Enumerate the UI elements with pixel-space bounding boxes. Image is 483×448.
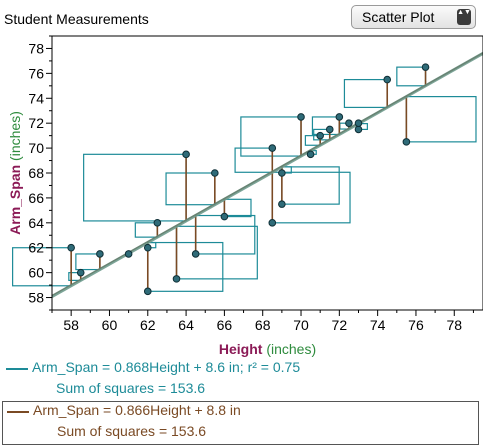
data-point [354,125,363,134]
data-point [325,125,334,134]
legend-least-squares[interactable]: Arm_Span = 0.868Height + 8.6 in; r² = 0.… [2,359,479,401]
legend-sum-of-squares: Sum of squares = 153.6 [56,380,206,396]
data-point [268,219,277,227]
scatter-plot[interactable]: 58 60 62 64 66 68 70 72 74 76 78 58 60 62 64 66 68 70 72 7… [0,0,483,360]
data-point [306,150,315,159]
x-tick-label: 60 [102,317,118,333]
y-tick-label: 72 [28,115,44,131]
y-tick-label: 76 [28,65,44,81]
data-point [383,75,392,84]
data-point [297,113,305,121]
plot-frame [51,35,483,311]
y-tick-label: 78 [28,40,44,56]
data-point [278,200,286,208]
residual-square [195,214,256,255]
data-point [268,144,277,152]
residual-square [175,225,258,280]
residual-square [223,198,252,218]
legend-equation: Arm_Span = 0.868Height + 8.6 in; r² = 0.… [32,359,301,375]
x-axis: 58 60 62 64 66 68 70 72 74 76 78 [51,310,474,333]
data-point [211,169,219,177]
data-point [143,243,152,252]
chart-title: Student Measurements [4,11,149,27]
plot-type-select-label: Scatter Plot [362,9,435,25]
y-tick-label: 60 [28,265,44,281]
x-tick-label: 62 [140,317,156,333]
data-point [153,219,162,227]
residual-square [75,253,101,271]
y-axis-label: Arm_Span (inches) [7,111,23,235]
data-point [220,212,229,221]
residual-square [311,116,340,136]
data-point [76,268,85,277]
x-axis-label: Height (inches) [219,341,316,357]
data-point [182,150,190,159]
x-tick-label: 78 [446,317,462,333]
data-point [354,119,363,127]
x-tick-label: 70 [293,317,309,333]
data-point [335,113,344,121]
x-tick-label: 64 [178,317,194,333]
data-point [67,243,75,252]
x-tick-label: 74 [370,317,386,333]
y-tick-label: 58 [28,290,44,306]
y-tick-label: 66 [28,190,44,206]
residual-square [165,172,216,206]
y-tick-label: 62 [28,240,44,256]
y-tick-label: 70 [28,140,44,156]
data-points [67,63,430,296]
legend-movable-line[interactable]: Arm_Span = 0.866Height + 8.8 in Sum of s… [2,401,479,445]
x-tick-label: 66 [217,317,233,333]
data-point [96,250,104,258]
data-point [191,250,200,258]
residual-square [83,153,187,222]
residual-square [405,96,477,143]
legend-swatch [6,368,28,370]
data-point [345,119,353,127]
x-tick-label: 68 [255,317,271,333]
x-tick-label: 58 [63,317,79,333]
data-point [278,169,286,177]
data-point [143,287,152,296]
data-point [124,250,133,258]
residual-square [343,78,388,109]
data-point [172,275,181,283]
y-tick-label: 68 [28,165,44,181]
legend-sum-of-squares: Sum of squares = 153.6 [57,423,207,439]
residual-segments [70,67,427,292]
legend-swatch [7,411,29,413]
residual-square [147,241,224,292]
residual-square [396,66,427,87]
x-tick-label: 72 [332,317,348,333]
y-axis: 58 60 62 64 66 68 70 72 74 76 78 [28,35,52,311]
regression-lines[interactable] [51,52,483,298]
residual-square [271,171,351,224]
data-point [316,131,324,140]
y-tick-label: 64 [28,215,44,231]
plot-type-select[interactable]: Scatter Plot ▲▼ [351,5,476,29]
chevron-up-down-icon: ▲▼ [457,9,471,25]
movable-line [51,52,483,297]
y-tick-label: 74 [28,90,44,106]
residual-square [134,222,158,238]
data-point [421,63,430,71]
x-tick-label: 76 [408,317,424,333]
legend-equation: Arm_Span = 0.866Height + 8.8 in [33,402,241,418]
data-point [402,138,411,146]
